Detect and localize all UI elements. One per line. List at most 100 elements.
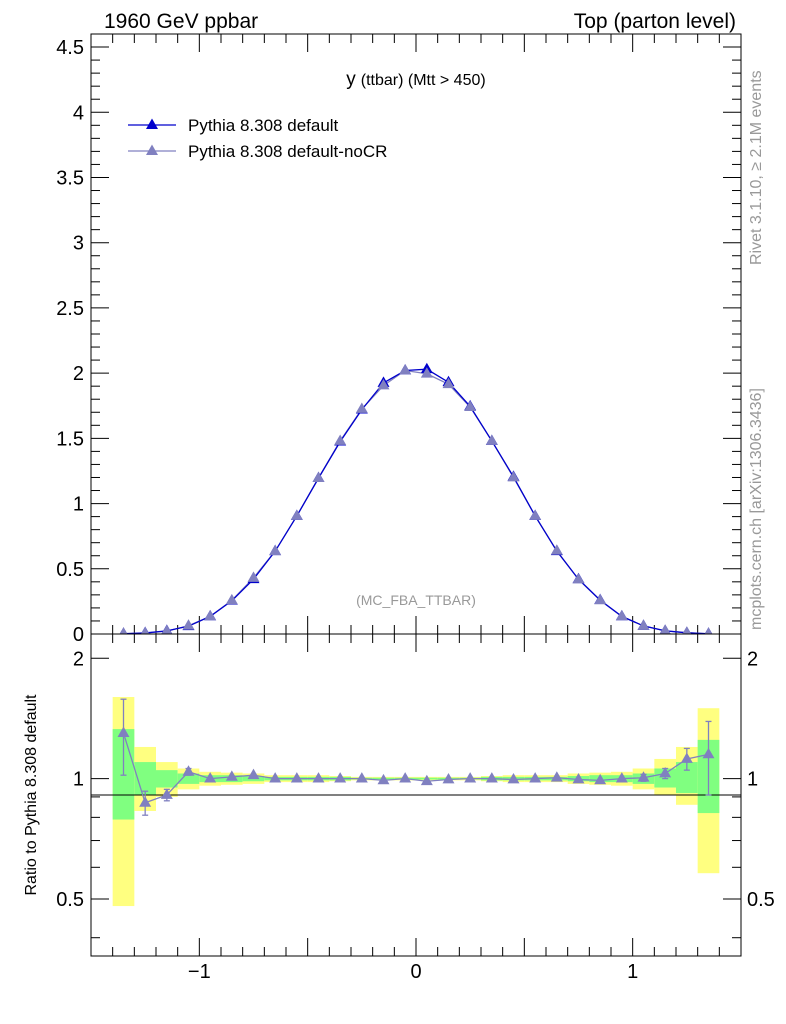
ratio-point-nocr [507, 772, 520, 784]
main-y-tick-label: 4 [73, 102, 84, 124]
data-point-nocr [572, 572, 585, 584]
data-point-nocr [334, 434, 347, 445]
main-y-tick-label: 3 [73, 233, 84, 255]
band-1sigma [156, 770, 178, 788]
main-y-tick-label: 4.5 [56, 37, 84, 59]
ratio-point-nocr [659, 766, 672, 778]
source-label: mcplots.cern.ch [arXiv:1306.3436] [748, 388, 765, 630]
ratio-point-nocr [334, 772, 347, 783]
data-point-nocr [204, 609, 217, 621]
legend: Pythia 8.308 default Pythia 8.308 defaul… [128, 116, 387, 161]
ratio-point-nocr [204, 772, 217, 783]
main-y-tick-label: 2 [73, 363, 84, 385]
ratio-panel: 0.5 0.5 1 1 2 2 −1 0 1 Ratio to Pythia 8.308 de… [23, 633, 775, 983]
data-point-nocr [615, 609, 628, 621]
data-point-nocr [247, 571, 260, 582]
ratio-point-nocr [637, 771, 650, 782]
ratio-point-nocr [702, 747, 715, 759]
ratio-point-nocr [247, 768, 260, 780]
ratio-point-nocr [290, 772, 303, 783]
data-point-nocr [119, 627, 128, 634]
ratio-y-tick-label: 0.5 [56, 889, 84, 911]
ratio-point-nocr [139, 796, 152, 807]
band-1sigma [676, 762, 698, 794]
x-tick-label: −1 [188, 961, 211, 983]
legend-label-nocr: Pythia 8.308 default-noCR [188, 142, 387, 161]
x-tick-label: 1 [627, 961, 638, 983]
ratio-point-nocr [420, 774, 433, 786]
ratio-point-nocr [355, 772, 368, 783]
main-y-tick-label: 0.5 [56, 559, 84, 581]
ratio-point-nocr [269, 772, 282, 783]
legend-marker-default [146, 118, 158, 129]
ratio-y-tick-label-right: 1 [747, 769, 758, 791]
legend-marker-nocr [146, 144, 158, 155]
data-point-nocr [140, 626, 150, 634]
ratio-point-nocr [594, 773, 607, 785]
main-y-tick-label: 0 [73, 624, 84, 646]
main-series [119, 362, 713, 634]
main-y-tick-label: 1 [73, 494, 84, 516]
ratio-point-nocr [117, 726, 130, 737]
ratio-y-tick-label: 2 [73, 648, 84, 670]
ratio-point-nocr [225, 770, 238, 781]
ratio-point-nocr [312, 772, 325, 783]
analysis-watermark: (MC_FBA_TTBAR) [356, 592, 476, 608]
data-point-nocr [442, 377, 455, 389]
ratio-point-nocr [182, 765, 195, 776]
legend-entry-default: Pythia 8.308 default [128, 116, 339, 135]
ratio-point-nocr [615, 772, 628, 783]
ratio-series [117, 698, 715, 816]
ratio-point-nocr [680, 752, 693, 763]
data-point-nocr [594, 593, 607, 605]
ratio-point-nocr [160, 788, 173, 799]
ratio-point-nocr [529, 772, 542, 783]
ratio-point-nocr [442, 772, 455, 784]
data-point-nocr [225, 593, 238, 605]
data-point-nocr [290, 509, 303, 520]
ratio-line-nocr [122, 732, 709, 804]
data-point-nocr [182, 619, 195, 630]
data-point-nocr [637, 619, 650, 630]
main-y-tick-label: 3.5 [56, 167, 84, 189]
ratio-point-nocr [464, 772, 477, 783]
ratio-point-nocr [377, 773, 390, 785]
data-point-nocr [464, 400, 477, 411]
ratio-y-tick-label-right: 0.5 [747, 889, 775, 911]
legend-entry-nocr: Pythia 8.308 default-noCR [128, 142, 387, 161]
ratio-point-nocr [485, 772, 498, 783]
rivet-version-label: Rivet 3.1.10, ≥ 2.1M events [748, 70, 765, 265]
data-point-nocr [312, 471, 325, 483]
data-point-nocr [485, 434, 498, 445]
data-point-nocr [269, 544, 282, 556]
ratio-y-tick-label: 1 [73, 769, 84, 791]
x-tick-labels: −1 0 1 [188, 961, 638, 983]
ratio-point-nocr [572, 772, 585, 784]
main-y-tick-label: 2.5 [56, 298, 84, 320]
data-point-nocr [507, 470, 520, 482]
ratio-y-axis-label: Ratio to Pythia 8.308 default [23, 694, 40, 896]
ratio-point-nocr [399, 772, 412, 783]
data-point-nocr [682, 626, 692, 634]
legend-label-default: Pythia 8.308 default [188, 116, 339, 135]
ratio-uncertainty-bands [112, 697, 720, 907]
data-point-nocr [704, 627, 713, 634]
data-point-nocr [529, 509, 542, 520]
plot-title: y (ttbar) (Mtt > 450) [346, 69, 485, 90]
main-axis-ticks [90, 33, 742, 635]
x-tick-label: 0 [410, 961, 421, 983]
band-1sigma [177, 773, 200, 784]
data-point-nocr [659, 624, 671, 634]
data-point-nocr [161, 624, 173, 634]
main-panel: 0 0.5 1 1.5 2 2.5 3 3.5 4 4.5 y (ttbar) (Mtt > 450… [56, 33, 742, 646]
data-point-nocr [377, 379, 390, 390]
header-left-label: 1960 GeV ppbar [104, 10, 258, 33]
main-y-tick-label: 1.5 [56, 428, 84, 450]
ratio-point-nocr [550, 771, 563, 782]
header-right-label: Top (parton level) [574, 10, 736, 33]
data-point-nocr [550, 544, 563, 555]
ratio-axis-ticks [90, 634, 742, 956]
ratio-y-tick-labels: 0.5 0.5 1 1 2 2 [56, 648, 775, 911]
data-point-nocr [355, 402, 368, 413]
